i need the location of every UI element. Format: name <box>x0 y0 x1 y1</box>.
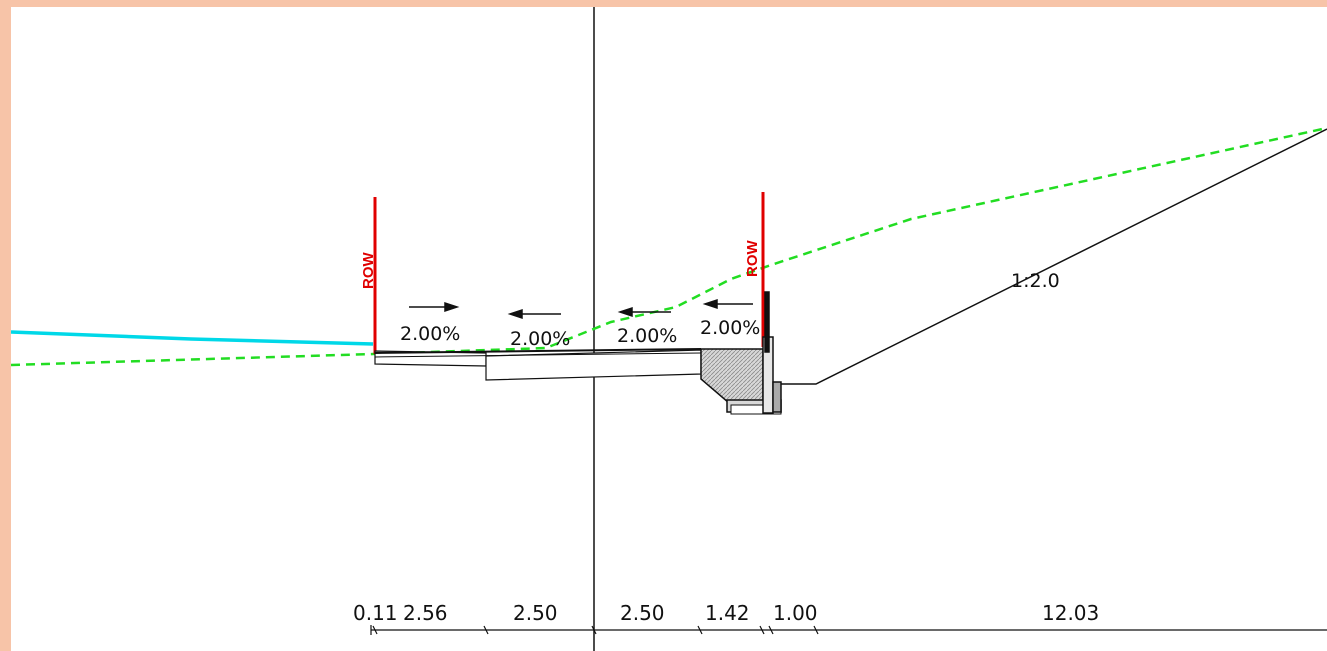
row-label-left: ROW <box>360 252 377 290</box>
row-label-right: ROW <box>744 240 761 278</box>
side-slope-label: 1:2.0 <box>1011 270 1060 292</box>
water-line <box>11 330 374 346</box>
pavement-structure <box>374 348 702 381</box>
dimension-2-50-right: 2.50 <box>620 601 665 625</box>
cross-section-drawing: ROW ROW 1:2.0 <box>11 7 1327 651</box>
dimension-2-56: 2.56 <box>403 601 448 625</box>
slope-arrows <box>409 298 753 320</box>
slope-label-2: 2.00% <box>510 328 570 350</box>
dimension-0-11: 0.11 <box>353 601 398 625</box>
dimension-2-50-left: 2.50 <box>513 601 558 625</box>
curb-wall <box>700 291 782 415</box>
dimension-12-03: 12.03 <box>1042 601 1099 625</box>
dimension-line <box>370 625 1327 635</box>
cut-slope-line <box>781 128 1327 385</box>
existing-ground-line <box>11 126 1327 367</box>
drawing-canvas: ROW ROW 1:2.0 <box>11 7 1327 651</box>
slope-label-3: 2.00% <box>617 325 677 347</box>
dimension-1-42: 1.42 <box>705 601 750 625</box>
dimension-1-00: 1.00 <box>773 601 818 625</box>
slope-label-1: 2.00% <box>400 323 460 345</box>
slope-label-4: 2.00% <box>700 317 760 339</box>
